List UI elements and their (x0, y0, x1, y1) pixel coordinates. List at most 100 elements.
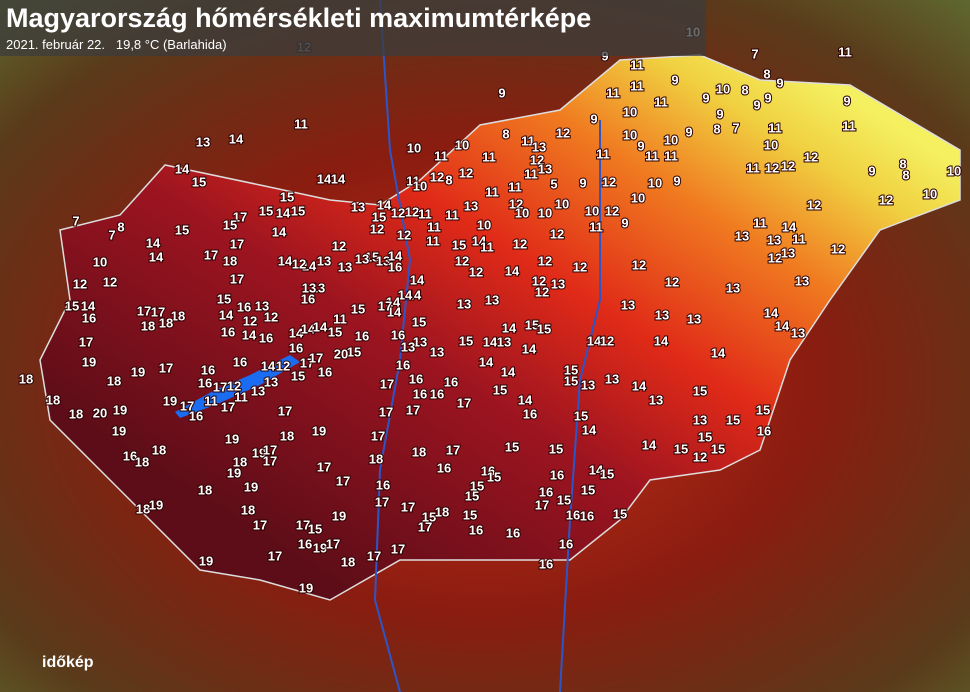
temperature-label: 13 (655, 307, 669, 322)
temperature-label: 9 (621, 215, 628, 230)
temperature-label: 12 (332, 238, 346, 253)
temperature-label: 17 (233, 209, 247, 224)
temperature-label: 11 (204, 393, 218, 408)
temperature-label: 12 (459, 165, 473, 180)
temperature-label: 16 (259, 330, 273, 345)
temperature-label: 19 (227, 465, 241, 480)
temperature-label: 15 (347, 344, 361, 359)
temperature-label: 17 (371, 428, 385, 443)
temperature-label: 18 (69, 406, 83, 421)
temperature-label: 13 (255, 298, 269, 313)
hungary-shape (39, 54, 961, 601)
temperature-label: 11 (753, 215, 767, 230)
temperature-label: 10 (538, 205, 552, 220)
temperature-label: 12 (804, 149, 818, 164)
temperature-label: 14 (589, 462, 604, 477)
temperature-label: 18 (241, 502, 255, 517)
temperature-label: 13 (532, 139, 546, 154)
temperature-label: 18 (152, 442, 166, 457)
temperature-label: 14 (272, 224, 287, 239)
temperature-label: 18 (435, 504, 449, 519)
temperature-label: 12 (370, 221, 384, 236)
temperature-label: 13 (457, 296, 471, 311)
temperature-label: 10 (664, 132, 678, 147)
temperature-label: 9 (764, 90, 771, 105)
temperature-label: 11 (485, 184, 499, 199)
temperature-label: 16 (757, 423, 771, 438)
temperature-label: 11 (445, 207, 459, 222)
temperature-label: 9 (776, 75, 783, 90)
temperature-label: 16 (198, 375, 212, 390)
header-box: Magyarország hőmérsékleti maximumtérképe… (0, 0, 706, 56)
temperature-label: 12 (556, 125, 570, 140)
temperature-label: 12 (405, 204, 419, 219)
temperature-label: 15 (365, 249, 379, 264)
temperature-label: 13 (735, 228, 749, 243)
temperature-label: 9 (685, 124, 692, 139)
temperature-label: 16 (376, 477, 390, 492)
temperature-label: 9 (590, 111, 597, 126)
temperature-label: 15 (291, 203, 305, 218)
temperature-label: 15 (581, 482, 595, 497)
temperature-label: 12 (227, 378, 241, 393)
temperature-label: 19 (149, 497, 163, 512)
temperature-label: 11 (508, 179, 522, 194)
temperature-label: 18 (171, 308, 185, 323)
temperature-label: 15 (674, 441, 688, 456)
temperature-label: 15 (756, 402, 770, 417)
temperature-label: 14 (502, 320, 517, 335)
temperature-label: 15 (192, 174, 206, 189)
temperature-label: 16 (413, 386, 427, 401)
temperature-label: 14 (81, 298, 96, 313)
temperature-label: 18 (198, 482, 212, 497)
temperature-label: 10 (923, 186, 937, 201)
temperature-label: 16 (580, 508, 594, 523)
temperature-label: 13 (581, 377, 595, 392)
temperature-label: 11 (333, 311, 347, 326)
temperature-label: 9 (753, 97, 760, 112)
temperature-label: 11 (294, 116, 308, 131)
temperature-label: 12 (430, 169, 444, 184)
temperature-label: 19 (163, 393, 177, 408)
temperature-label: 17 (296, 517, 310, 532)
temperature-label: 17 (213, 379, 227, 394)
temperature-label: 16 (201, 362, 215, 377)
temperature-label: 11 (521, 133, 535, 148)
temperature-label: 7 (732, 120, 739, 135)
temperature-label: 18 (107, 373, 121, 388)
temperature-label: 16 (444, 374, 458, 389)
temperature-label: 15 (726, 412, 740, 427)
temperature-label: 10 (555, 196, 569, 211)
temperature-label: 12 (765, 160, 779, 175)
temperature-label: 11 (746, 160, 760, 175)
temperature-label: 11 (838, 44, 852, 59)
temperature-label: 14 (278, 253, 293, 268)
temperature-label: 16 (298, 536, 312, 551)
temperature-label: 14 (301, 321, 316, 336)
temperature-label: 7 (751, 46, 758, 61)
temperature-label: 17 (378, 298, 392, 313)
temperature-label: 17 (230, 236, 244, 251)
temperature-label: 18 (159, 315, 173, 330)
temperature-label: 15 (693, 383, 707, 398)
temperature-label: 19 (299, 580, 313, 595)
temperature-label: 11 (434, 148, 448, 163)
temperature-label: 10 (477, 217, 491, 232)
temperature-label: 16 (318, 364, 332, 379)
temperature-label: 10 (413, 178, 427, 193)
temperature-label: 16 (396, 357, 410, 372)
temperature-label: 10 (93, 254, 107, 269)
temperature-label: 14 (632, 378, 647, 393)
temperature-label: 8 (502, 126, 509, 141)
temperature-label: 13 (795, 273, 809, 288)
temperature-label: 11 (589, 219, 603, 234)
temperature-label: 15 (259, 203, 273, 218)
temperature-label: 8 (899, 156, 906, 171)
temperature-label: 16 (550, 467, 564, 482)
temperature-label: 8 (117, 219, 124, 234)
temperature-label: 18 (280, 428, 294, 443)
temperature-label: 11 (630, 78, 644, 93)
temperature-label: 15 (574, 408, 588, 423)
temperature-label: 10 (585, 203, 599, 218)
